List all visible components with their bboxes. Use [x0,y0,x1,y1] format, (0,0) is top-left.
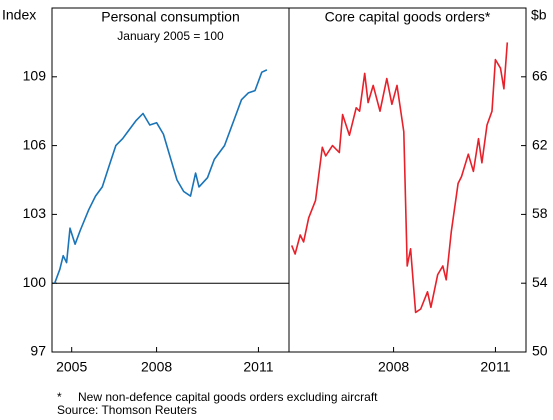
x-tick-label: 2011 [243,359,273,375]
y-axis-label: $b [531,7,547,23]
y-axis-label: Index [2,7,36,23]
y-tick-label: 58 [532,205,548,221]
x-tick-label: 2011 [480,359,510,375]
y-tick-label: 66 [532,68,548,84]
footnote-marker: * [57,390,62,404]
y-tick-label: 106 [23,136,47,152]
y-tick-label: 109 [23,68,47,84]
x-tick-label: 2008 [378,359,409,375]
source: Source: Thomson Reuters [57,403,197,417]
series-line [290,42,509,314]
panel-title: Core capital goods orders* [325,9,491,25]
series-line [53,69,268,284]
y-tick-label: 50 [532,343,548,359]
y-tick-label: 62 [532,136,548,152]
x-tick-label: 2005 [56,359,87,375]
x-tick-label: 2008 [141,359,172,375]
y-tick-label: 54 [532,274,548,290]
y-tick-label: 103 [23,205,47,221]
panel-title: Personal consumption [101,9,240,25]
footnote-text: New non-defence capital goods orders exc… [78,390,378,404]
panel-subtitle: January 2005 = 100 [117,29,224,43]
y-tick-label: 100 [23,274,47,290]
y-tick-label: 97 [30,343,46,359]
